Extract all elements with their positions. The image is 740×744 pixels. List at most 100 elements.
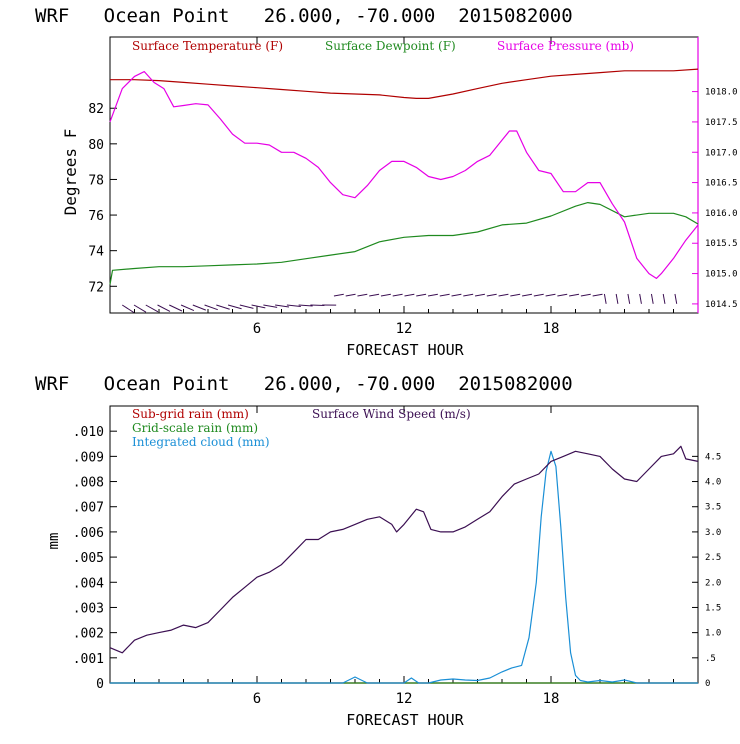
wind-barb <box>193 305 206 310</box>
legend-dewpoint: Surface Dewpoint (F) <box>325 39 456 53</box>
y2-tick-label: 1.5 <box>705 603 721 613</box>
wind-barb <box>475 294 485 296</box>
x-tick-label: 18 <box>543 321 560 337</box>
y2-tick-label: 1014.5 <box>705 300 738 310</box>
wind-barb <box>146 305 158 312</box>
y2-tick-label: 1017.0 <box>705 148 738 158</box>
x-axis-ticks: 6 12 18 <box>135 37 674 337</box>
wind-barb <box>452 294 462 296</box>
wind-barb <box>581 294 591 296</box>
y2-tick-label: 1015.0 <box>705 270 738 280</box>
chart-title: WRF Ocean Point 26.000, -70.000 20150820… <box>35 5 573 27</box>
wind-barb <box>546 294 556 296</box>
y-tick-label: .004 <box>73 576 104 591</box>
wind-barb <box>604 294 606 304</box>
y2-tick-label: 1017.5 <box>705 118 738 128</box>
wind-barb <box>404 294 414 296</box>
wind-barb <box>134 305 146 312</box>
x-axis-label: FORECAST HOUR <box>346 711 464 729</box>
temperature-chart: WRF Ocean Point 26.000, -70.000 20150820… <box>35 5 738 359</box>
wind-barb <box>334 294 344 296</box>
wind-barb <box>122 305 134 313</box>
wind-barb <box>522 294 532 296</box>
y2-tick-label: 1016.0 <box>705 209 738 219</box>
wind-barb <box>651 294 653 304</box>
y-tick-label: .010 <box>73 425 104 440</box>
y-tick-label: 78 <box>88 173 104 188</box>
wind-barb <box>640 294 642 304</box>
y-tick-label: 76 <box>88 209 104 224</box>
wind-barb <box>393 294 403 296</box>
x-tick-label: 18 <box>543 691 560 707</box>
wind-barb <box>346 294 356 296</box>
y-tick-label: .003 <box>73 601 104 616</box>
legend-integrated-cloud: Integrated cloud (mm) <box>132 435 270 449</box>
y-tick-label: .008 <box>73 476 104 491</box>
legend-pressure: Surface Pressure (mb) <box>497 39 634 53</box>
y2-tick-label: 3.0 <box>705 528 721 538</box>
y2-axis-ticks: 0.51.01.52.02.53.03.54.04.5 <box>692 452 721 689</box>
y-axis-label: mm <box>46 533 62 550</box>
y2-tick-label: 4.0 <box>705 478 721 488</box>
y2-axis-ticks: 1014.5 1015.0 1015.5 1016.0 1016.5 1017.0 1017… <box>692 88 738 310</box>
y2-tick-label: 3.5 <box>705 503 721 513</box>
wind-barb <box>499 294 509 296</box>
legend-temperature: Surface Temperature (F) <box>132 39 283 53</box>
integrated-cloud-line <box>110 451 698 683</box>
wind-barb <box>181 305 194 311</box>
y-tick-label: 82 <box>88 102 104 117</box>
wind-barb <box>169 305 182 311</box>
y-axis-label: Degrees F <box>61 129 80 216</box>
plot-frame <box>110 37 698 313</box>
wind-barb <box>569 294 579 296</box>
y-tick-label: .007 <box>73 501 104 516</box>
y2-tick-label: 1016.5 <box>705 179 738 189</box>
surface-wind-speed-line <box>110 446 698 653</box>
y2-tick-label: 2.0 <box>705 578 721 588</box>
x-tick-label: 12 <box>396 321 413 337</box>
wind-barb <box>205 305 218 310</box>
y2-tick-label: 4.5 <box>705 452 721 462</box>
wind-barb <box>557 294 567 296</box>
wind-barb <box>369 294 379 296</box>
wind-barb <box>252 305 266 308</box>
series-lines <box>110 446 698 683</box>
y2-tick-label: 1.0 <box>705 629 721 639</box>
wind-barb <box>663 294 665 304</box>
wind-barb <box>240 305 254 308</box>
y2-tick-label: 2.5 <box>705 553 721 563</box>
y2-tick-label: 1015.5 <box>705 239 738 249</box>
surface-temperature-line <box>110 69 698 98</box>
y-tick-label: 0 <box>96 677 104 692</box>
y2-tick-label: 1018.0 <box>705 88 738 98</box>
y-tick-label: 80 <box>88 138 104 153</box>
wind-barb <box>381 294 391 296</box>
wind-barbs <box>122 294 676 313</box>
wind-barb <box>416 294 426 296</box>
legend-gridscale-rain: Grid-scale rain (mm) <box>132 421 258 435</box>
y2-tick-label: 0 <box>705 679 710 689</box>
x-tick-label: 6 <box>253 691 261 707</box>
wind-barb <box>628 294 630 304</box>
wind-barb <box>428 294 438 296</box>
y-tick-label: .005 <box>73 551 104 566</box>
wind-barb <box>593 294 603 296</box>
wind-barb <box>463 294 473 296</box>
x-axis-ticks: 6 12 18 <box>135 406 674 707</box>
y-tick-label: .009 <box>73 450 104 465</box>
y-tick-label: 74 <box>88 245 104 260</box>
x-axis-label: FORECAST HOUR <box>346 341 464 359</box>
wind-barb <box>487 294 497 296</box>
legend-subgrid-rain: Sub-grid rain (mm) <box>132 407 249 421</box>
precipitation-chart: WRF Ocean Point 26.000, -70.000 20150820… <box>35 373 721 729</box>
y-tick-label: .002 <box>73 627 104 642</box>
wind-barb <box>534 294 544 296</box>
x-tick-label: 6 <box>253 321 261 337</box>
x-tick-label: 12 <box>396 691 413 707</box>
wind-barb <box>216 305 229 309</box>
chart-title: WRF Ocean Point 26.000, -70.000 20150820… <box>35 373 573 395</box>
legend-wind-speed: Surface Wind Speed (m/s) <box>312 407 471 421</box>
surface-pressure-line <box>110 72 698 279</box>
